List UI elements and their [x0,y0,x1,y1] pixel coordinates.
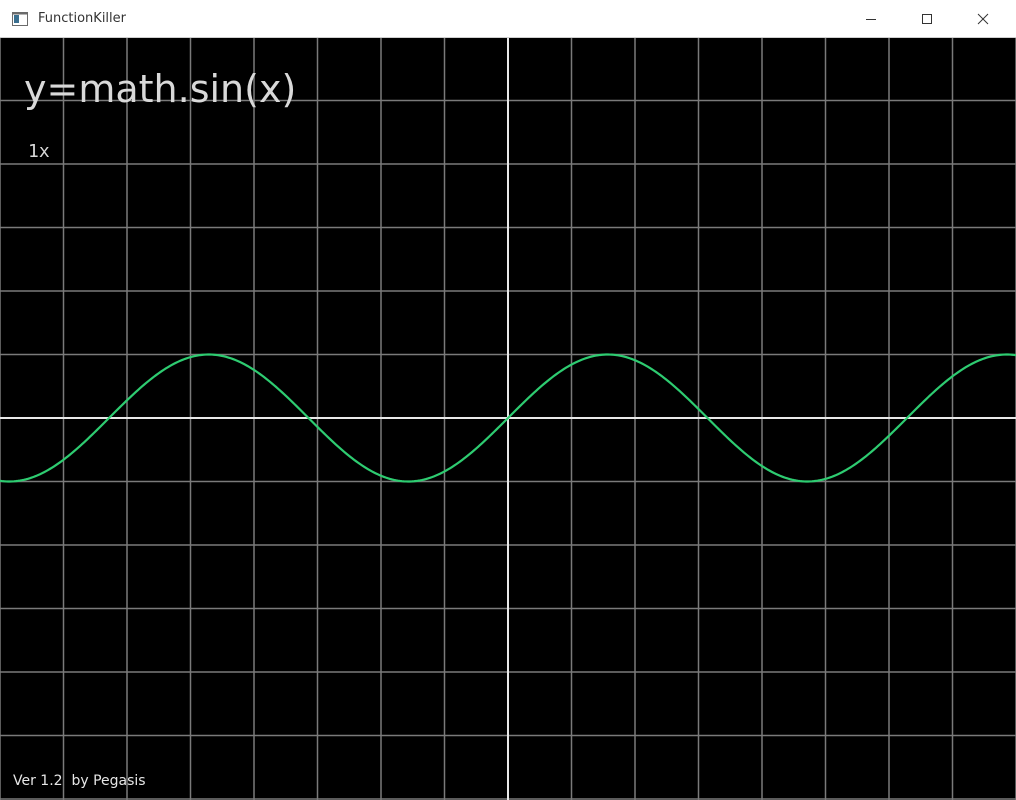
function-expression: y=math.sin(x) [24,67,297,111]
function-curve [0,353,1016,483]
app-window-icon [12,11,28,26]
minimize-icon [865,13,877,25]
title-bar[interactable]: FunctionKiller [0,0,1016,38]
graph-plot [0,38,1016,800]
close-button[interactable] [960,0,1006,38]
minimize-button[interactable] [848,0,894,38]
window-title: FunctionKiller [38,11,126,26]
close-icon [977,13,989,25]
maximize-icon [921,13,933,25]
version-credit: Ver 1.2 by Pegasis [13,773,146,789]
maximize-button[interactable] [904,0,950,38]
zoom-level: 1x [28,141,50,162]
graph-canvas[interactable]: y=math.sin(x) 1x Ver 1.2 by Pegasis [0,38,1016,800]
